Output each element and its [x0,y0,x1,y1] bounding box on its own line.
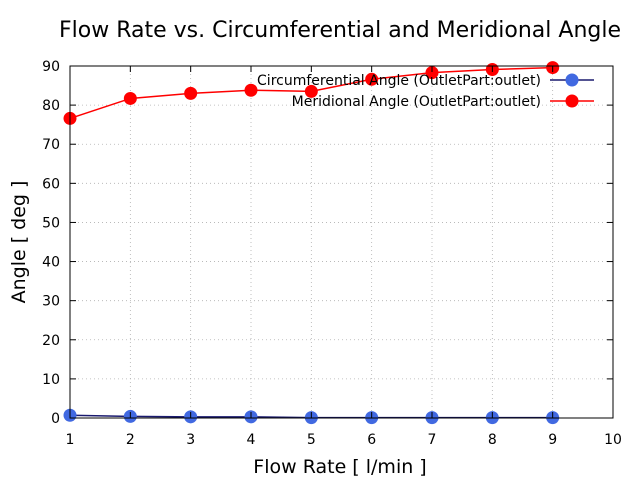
series-layer [63,61,560,425]
y-tick-label: 90 [42,59,60,75]
ticks: 1 2 3 4 5 6 7 8 9 10 0 10 20 30 40 50 60 70 80 90 [42,59,622,448]
x-tick-label: 2 [126,432,135,448]
x-tick-label: 3 [186,432,195,448]
legend-label: Circumferential Angle (OutletPart:outlet… [257,73,541,89]
y-tick-label: 0 [51,411,60,427]
x-tick-label: 1 [66,432,75,448]
x-tick-label: 8 [488,432,497,448]
grid [70,66,613,418]
y-tick-label: 70 [42,137,60,153]
data-point [184,86,198,100]
chart-title: Flow Rate vs. Circumferential and Meridi… [59,18,621,43]
legend-swatch-marker [565,94,579,108]
x-tick-label: 5 [307,432,316,448]
plot-frame [69,65,614,419]
y-tick-label: 60 [42,176,60,192]
legend-entry: Meridional Angle (OutletPart:outlet) [292,94,594,110]
legend-swatch-marker [565,73,579,87]
y-tick-label: 50 [42,215,60,231]
x-tick-label: 9 [548,432,557,448]
x-tick-label: 7 [428,432,437,448]
data-point [425,66,439,80]
y-tick-label: 30 [42,294,60,310]
y-tick-label: 80 [42,98,60,114]
x-tick-label: 6 [367,432,376,448]
y-tick-label: 20 [42,333,60,349]
legend: Circumferential Angle (OutletPart:outlet… [257,73,594,110]
y-axis-label: Angle [ deg ] [8,181,30,304]
x-axis-label: Flow Rate [ l/min ] [253,456,426,478]
data-point [244,83,258,97]
legend-entry: Circumferential Angle (OutletPart:outlet… [257,73,594,89]
data-point [304,84,318,98]
series-1 [63,61,560,125]
data-point [365,72,379,86]
legend-label: Meridional Angle (OutletPart:outlet) [292,94,541,110]
y-tick-label: 10 [42,372,60,388]
y-tick-label: 40 [42,255,60,271]
x-tick-label: 4 [247,432,256,448]
data-point [123,91,137,105]
x-tick-label: 10 [604,432,622,448]
